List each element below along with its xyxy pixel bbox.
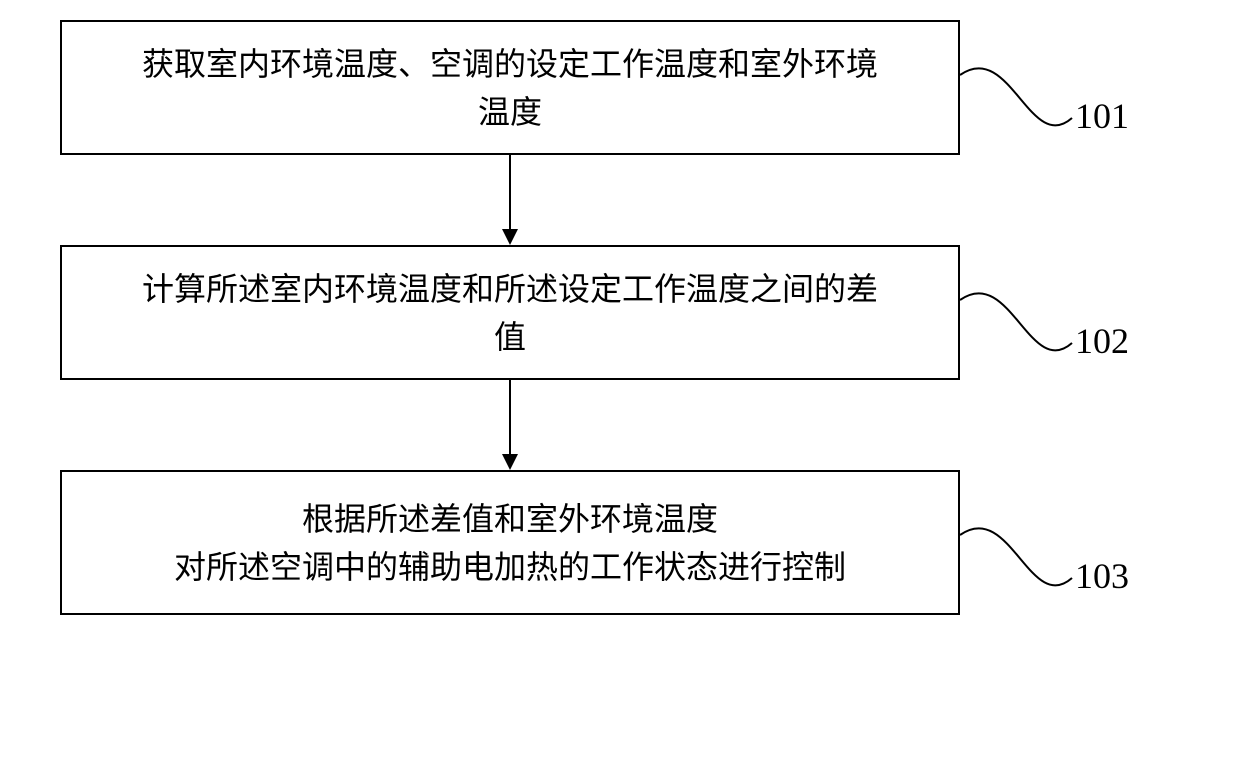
- step-box-102: 计算所述室内环境温度和所述设定工作温度之间的差 值: [60, 245, 960, 380]
- step-label-102: 102: [1075, 320, 1129, 362]
- arrow-1-to-2: [60, 155, 960, 245]
- step-text: 计算所述室内环境温度和所述设定工作温度之间的差: [142, 265, 878, 313]
- step-text: 对所述空调中的辅助电加热的工作状态进行控制: [174, 543, 846, 591]
- step-label-101: 101: [1075, 95, 1129, 137]
- step-text: 温度: [478, 88, 542, 136]
- step-text: 根据所述差值和室外环境温度: [302, 495, 718, 543]
- step-text: 值: [494, 313, 526, 361]
- arrow-2-to-3: [60, 380, 960, 470]
- step-label-103: 103: [1075, 555, 1129, 597]
- step-box-101: 获取室内环境温度、空调的设定工作温度和室外环境 温度: [60, 20, 960, 155]
- step-box-103: 根据所述差值和室外环境温度 对所述空调中的辅助电加热的工作状态进行控制: [60, 470, 960, 615]
- step-text: 获取室内环境温度、空调的设定工作温度和室外环境: [142, 40, 878, 88]
- flowchart-container: 获取室内环境温度、空调的设定工作温度和室外环境 温度 计算所述室内环境温度和所述…: [60, 20, 1060, 615]
